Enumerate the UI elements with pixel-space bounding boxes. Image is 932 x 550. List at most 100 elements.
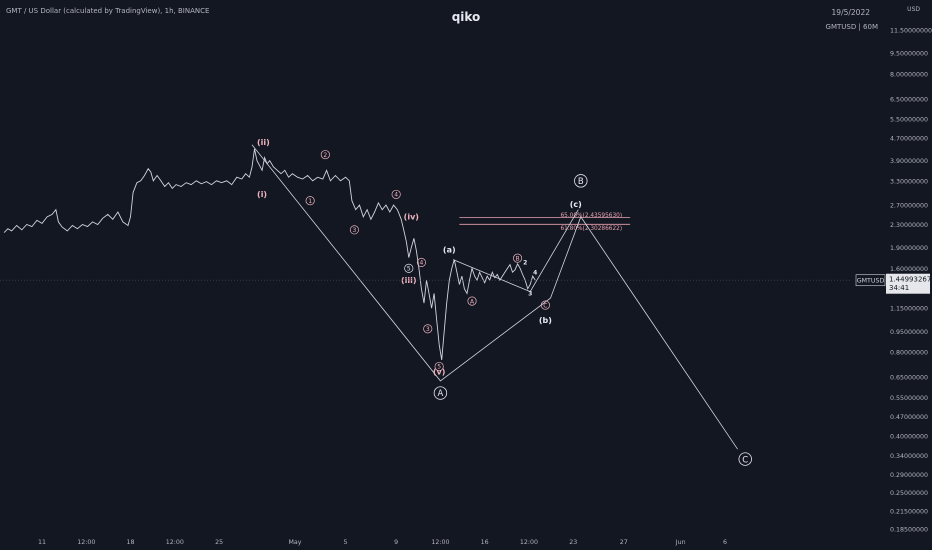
wave-label: (c) xyxy=(570,200,582,209)
y-tick-label: 0.47000000 xyxy=(890,414,928,421)
wave-label: (iv) xyxy=(404,213,419,222)
y-tick-label: 0.40000000 xyxy=(890,433,928,440)
y-tick-label: 0.65000000 xyxy=(890,375,928,382)
y-axis[interactable]: 11.50000000 9.50000000 8.00000000 6.5000000… xyxy=(890,28,932,534)
x-tick-label: 12:00 xyxy=(166,539,184,546)
wave-label-circle xyxy=(404,263,414,273)
header-date: 19/5/2022 xyxy=(831,8,870,17)
wave-label-circle xyxy=(433,386,448,400)
x-tick-label: 18 xyxy=(127,539,135,546)
wave-label: 4 xyxy=(420,260,424,267)
x-tick-label: 6 xyxy=(723,539,727,546)
wave-label: (a) xyxy=(443,245,456,254)
wave-label: (b) xyxy=(539,316,552,325)
wave-label: 1 xyxy=(308,198,312,205)
wave-label-circle xyxy=(423,324,433,334)
wave-label-circle xyxy=(320,150,330,160)
wave-label-circle xyxy=(574,174,588,188)
price-tag-countdown: 34:41 xyxy=(889,284,909,292)
y-tick-label: 0.34000000 xyxy=(890,453,928,460)
wave-label: 4 xyxy=(394,192,398,199)
y-tick-label: 8.00000000 xyxy=(890,71,928,78)
fib-level-label: 65.00%(2.43595630) xyxy=(560,213,622,219)
wave-label: 2 xyxy=(523,260,527,267)
wave-label-circle xyxy=(349,225,359,235)
x-tick-label: 5 xyxy=(344,539,348,546)
wave-label: 4 xyxy=(533,269,537,276)
header-symbol-timeframe: GMTUSD | 60M xyxy=(825,23,878,31)
wave-label: (ii) xyxy=(257,138,270,147)
wave-label: 5 xyxy=(437,364,441,371)
y-tick-label: 0.95000000 xyxy=(890,329,928,336)
fib-levels[interactable]: 65.00%(2.43595630) 61.80%(2.30286622) xyxy=(459,213,631,232)
x-tick-label: 9 xyxy=(394,539,398,546)
y-tick-label: 6.50000000 xyxy=(890,96,928,103)
x-tick-label: 12:00 xyxy=(520,539,538,546)
wave-label-circle xyxy=(305,196,315,206)
wave-label-circle xyxy=(513,253,523,263)
price-line xyxy=(3,148,536,360)
x-tick-label: 11 xyxy=(38,539,46,546)
price-tag: GMTUSD 1.44993267 34:41 xyxy=(0,273,931,294)
wave-label: B xyxy=(578,177,584,187)
y-tick-label: 3.90000000 xyxy=(890,158,928,165)
y-tick-label: 5.50000000 xyxy=(890,117,928,124)
wave-label-circle xyxy=(540,300,550,310)
wave-label: 3 xyxy=(426,326,430,333)
wave-label-circle xyxy=(434,361,444,372)
wave-label: C xyxy=(543,302,547,309)
wave-label: (v) xyxy=(433,368,446,377)
price-series xyxy=(3,148,536,360)
x-tick-label: 23 xyxy=(569,539,577,546)
x-tick-label: Jun xyxy=(675,539,686,546)
wave-label: 2 xyxy=(323,152,327,159)
y-tick-label: 0.18500000 xyxy=(890,527,928,534)
x-axis[interactable]: 11 12:00 18 12:00 25 May 5 9 12:00 16 12:00 23 27 Jun… xyxy=(38,539,727,546)
wave-label-circle xyxy=(738,452,752,466)
price-tag-value: 1.44993267 xyxy=(889,276,931,284)
wave-label-circle xyxy=(416,257,426,267)
x-tick-label: 16 xyxy=(481,539,489,546)
wave-label: (i) xyxy=(257,190,267,199)
y-tick-label: 2.70000000 xyxy=(890,203,928,210)
y-tick-label: 0.25000000 xyxy=(890,490,928,497)
y-tick-label: 11.50000000 xyxy=(890,28,932,35)
y-tick-label: 1.90000000 xyxy=(890,245,928,252)
y-tick-label: 4.70000000 xyxy=(890,136,928,143)
y-tick-label: 9.50000000 xyxy=(890,51,928,58)
price-tag-box xyxy=(886,273,930,294)
wave-path[interactable] xyxy=(251,144,738,450)
y-tick-label: 0.55000000 xyxy=(890,395,928,402)
wave-label: 3 xyxy=(528,291,532,298)
x-tick-label: 12:00 xyxy=(431,539,449,546)
symbol-tag-text: GMTUSD xyxy=(857,277,885,284)
wave-label: B xyxy=(516,255,520,262)
y-tick-label: 1.60000000 xyxy=(890,266,928,273)
y-tick-label: 0.21500000 xyxy=(890,508,928,515)
x-tick-label: 27 xyxy=(620,539,628,546)
wave-label-circle xyxy=(391,189,401,199)
y-tick-label: 3.30000000 xyxy=(890,178,928,185)
wave-label: C xyxy=(742,455,748,465)
x-tick-label: 25 xyxy=(215,539,223,546)
y-tick-label: 2.30000000 xyxy=(890,222,928,229)
symbol-description: GMT / US Dollar (calculated by TradingVi… xyxy=(6,7,210,15)
x-tick-label: May xyxy=(288,539,301,546)
wave-lines[interactable] xyxy=(251,144,738,450)
symbol-tag-box xyxy=(855,274,886,287)
x-tick-label: 12:00 xyxy=(77,539,95,546)
wave-label: 5 xyxy=(407,266,411,273)
fib-level-label: 61.80%(2.30286622) xyxy=(560,226,622,232)
sub-wave-path[interactable] xyxy=(452,209,579,293)
wave-label: A xyxy=(438,389,444,399)
wave-label: 3 xyxy=(352,227,356,234)
wave-label: A xyxy=(470,298,475,305)
y-tick-label: 0.29000000 xyxy=(890,472,928,479)
y-tick-label: 0.80000000 xyxy=(890,350,928,357)
axis-unit: USD xyxy=(907,6,920,13)
y-tick-label: 1.15000000 xyxy=(890,306,928,313)
wave-labels: (ii)(i)2134(iv)54(iii)35(v)A(a)AB243C(b)… xyxy=(257,138,752,466)
wave-label-circle xyxy=(467,296,477,306)
